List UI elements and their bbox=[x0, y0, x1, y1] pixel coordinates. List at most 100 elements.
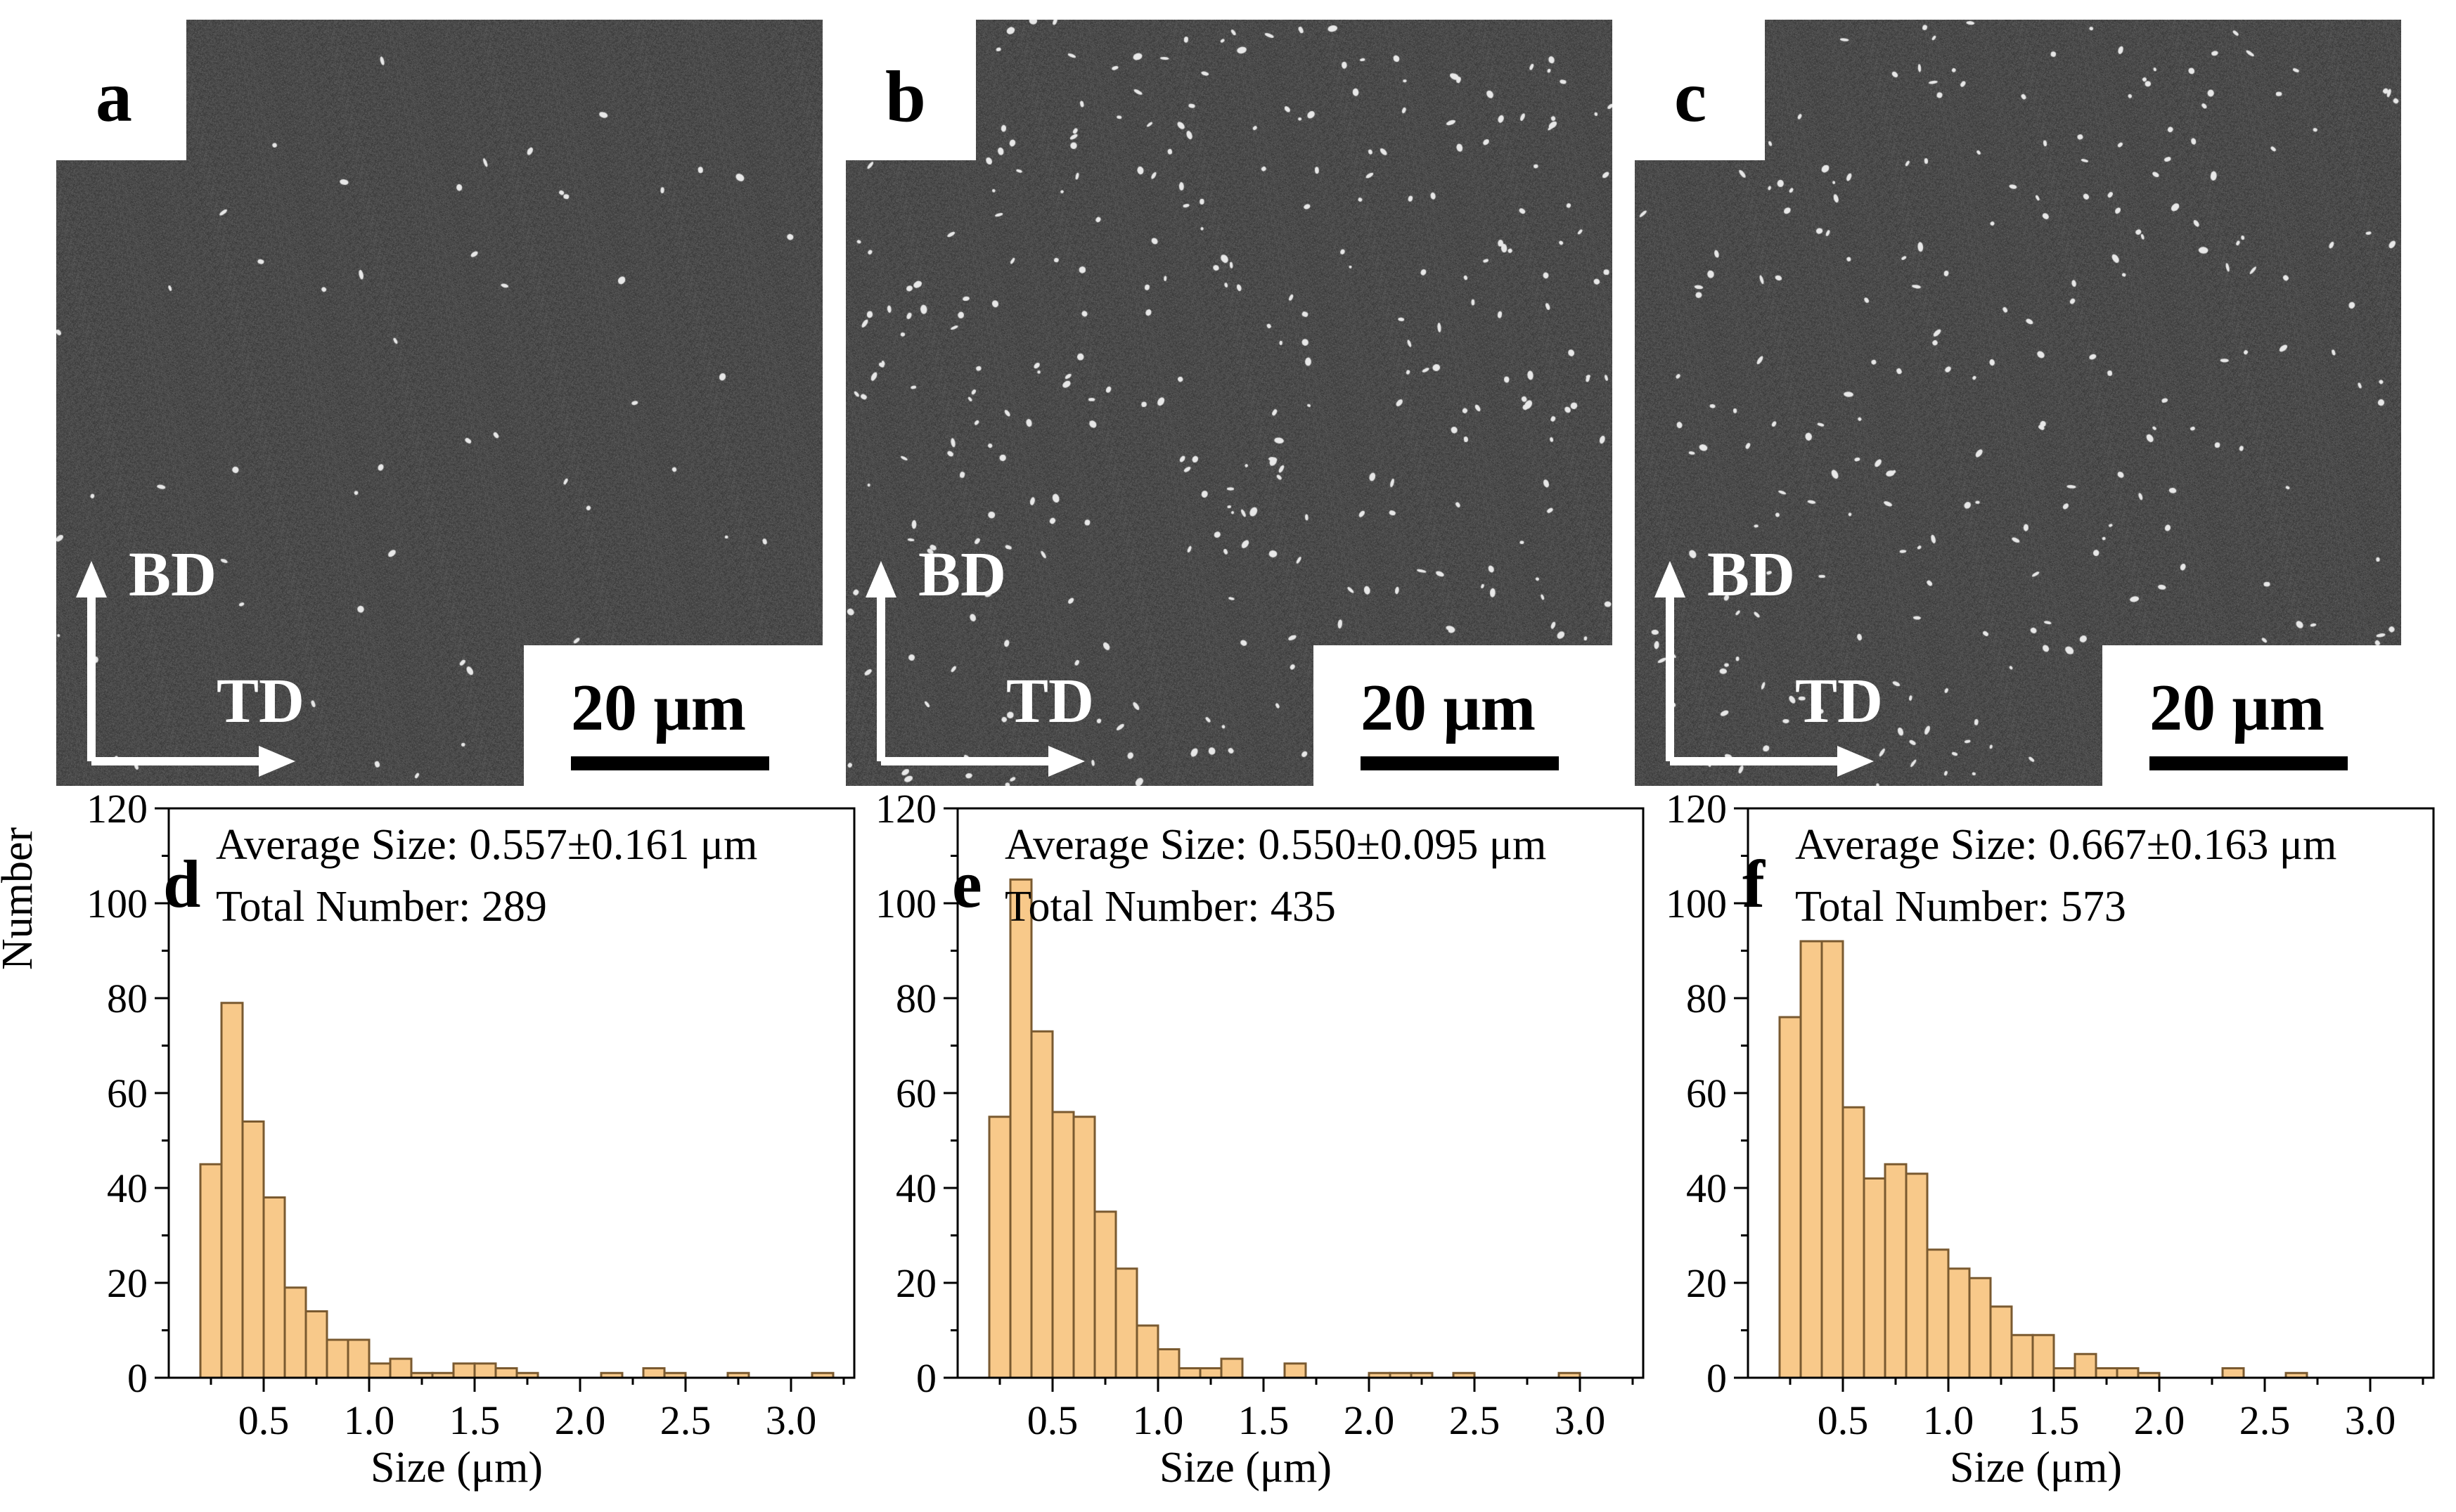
bar bbox=[1820, 940, 1844, 1379]
arrow-up-icon bbox=[866, 561, 896, 597]
y-tick-label: 20 bbox=[107, 1260, 148, 1306]
bar bbox=[368, 1362, 392, 1379]
bar bbox=[494, 1367, 518, 1379]
bar bbox=[326, 1338, 349, 1379]
direction-axes bbox=[76, 561, 295, 777]
y-tick-label: 80 bbox=[1686, 976, 1727, 1021]
bar bbox=[2052, 1367, 2076, 1379]
y-tick-label: 60 bbox=[896, 1071, 937, 1116]
bar bbox=[304, 1310, 328, 1379]
bar bbox=[1989, 1305, 2013, 1379]
bar bbox=[389, 1357, 413, 1379]
bar bbox=[347, 1338, 371, 1379]
average-size-text: Average Size: 0.667±0.163 μm bbox=[1795, 821, 2336, 869]
x-tick-label: 3.0 bbox=[1555, 1397, 1606, 1443]
panel-letter-f: f bbox=[1742, 846, 1766, 922]
x-tick-label: 3.0 bbox=[766, 1397, 817, 1443]
average-size-text: Average Size: 0.557±0.161 μm bbox=[216, 821, 757, 869]
x-tick-label: 2.5 bbox=[660, 1397, 712, 1443]
x-tick-label: 3.0 bbox=[2345, 1397, 2396, 1443]
bar bbox=[2010, 1333, 2034, 1379]
x-tick-label: 1.0 bbox=[1133, 1397, 1184, 1443]
y-tick-label: 40 bbox=[896, 1165, 937, 1211]
bar bbox=[283, 1286, 307, 1379]
y-tick-label: 100 bbox=[875, 881, 937, 926]
sem-image-a: a BD TD 20 μm bbox=[56, 20, 823, 786]
bar bbox=[199, 1163, 223, 1379]
bar bbox=[1157, 1348, 1181, 1379]
bar bbox=[1863, 1177, 1886, 1379]
total-number-text: Total Number: 435 bbox=[1005, 883, 1336, 931]
bar bbox=[642, 1367, 666, 1379]
scale-bar-label: 20 μm bbox=[1361, 671, 1536, 744]
x-tick-label: 2.0 bbox=[2134, 1397, 2185, 1443]
axis-bd-label: BD bbox=[918, 540, 1007, 609]
y-tick-label: 20 bbox=[1686, 1260, 1727, 1306]
bar bbox=[1051, 1111, 1075, 1379]
y-tick-label: 20 bbox=[896, 1260, 937, 1306]
x-tick-label: 1.0 bbox=[1923, 1397, 1974, 1443]
scale-bar-box: 20 μm bbox=[2102, 645, 2401, 786]
axis-bd-label: BD bbox=[129, 540, 217, 609]
bar bbox=[1178, 1367, 1202, 1379]
x-tick-label: 1.5 bbox=[1238, 1397, 1290, 1443]
y-tick-label: 100 bbox=[86, 881, 148, 926]
bar bbox=[1778, 1016, 1802, 1379]
axis-td-label: TD bbox=[1795, 666, 1884, 736]
sem-image-b: b BD TD 20 μm bbox=[846, 20, 1612, 786]
arrow-up-icon bbox=[76, 561, 107, 597]
x-tick-label: 2.5 bbox=[2239, 1397, 2291, 1443]
total-number-text: Total Number: 573 bbox=[1795, 883, 2126, 931]
bar bbox=[988, 1116, 1012, 1379]
axis-td-label: TD bbox=[217, 666, 305, 736]
x-tick-label: 0.5 bbox=[238, 1397, 290, 1443]
arrow-right-icon bbox=[1837, 746, 1874, 777]
panel-label-box: a bbox=[56, 20, 186, 160]
bar bbox=[2074, 1352, 2097, 1379]
bar bbox=[1093, 1210, 1117, 1379]
y-tick-label: 60 bbox=[107, 1071, 148, 1116]
bar bbox=[1841, 1106, 1865, 1379]
y-tick-label: 40 bbox=[107, 1165, 148, 1211]
bar bbox=[473, 1362, 497, 1379]
x-tick-label: 2.0 bbox=[1344, 1397, 1395, 1443]
bar bbox=[2095, 1367, 2119, 1379]
arrow-right-icon bbox=[1048, 746, 1085, 777]
bar bbox=[220, 1002, 244, 1379]
panel-letter-c: c bbox=[1674, 56, 1707, 137]
bar bbox=[2116, 1367, 2140, 1379]
x-axis-label: Size (μm) bbox=[1159, 1444, 1332, 1492]
bar bbox=[1926, 1248, 1950, 1379]
x-tick-label: 0.5 bbox=[1818, 1397, 1869, 1443]
y-tick-label: 100 bbox=[1666, 881, 1727, 926]
average-size-text: Average Size: 0.550±0.095 μm bbox=[1005, 821, 1546, 869]
axis-bd-label: BD bbox=[1707, 540, 1796, 609]
scale-bar bbox=[571, 756, 769, 770]
scale-bar-box: 20 μm bbox=[524, 645, 823, 786]
direction-axes bbox=[866, 561, 1085, 777]
x-tick-label: 2.5 bbox=[1449, 1397, 1500, 1443]
bar bbox=[1030, 1030, 1054, 1379]
x-tick-label: 1.0 bbox=[344, 1397, 395, 1443]
y-tick-label: 80 bbox=[107, 976, 148, 1021]
direction-axes bbox=[1654, 561, 1874, 777]
bar bbox=[1114, 1267, 1138, 1379]
arrow-right-icon bbox=[259, 746, 295, 777]
scale-bar bbox=[2149, 756, 2348, 770]
bar bbox=[241, 1120, 265, 1379]
y-tick-label: 40 bbox=[1686, 1165, 1727, 1211]
x-tick-label: 1.5 bbox=[2029, 1397, 2080, 1443]
bar bbox=[452, 1362, 476, 1379]
y-tick-label: 0 bbox=[1706, 1355, 1727, 1401]
histogram-d: 0 20 40 60 80 100 120 0.5 1.0 1.5 2.0 2.5 3.0 Size (μ… bbox=[86, 786, 856, 1492]
scale-bar-box: 20 μm bbox=[1313, 645, 1612, 786]
arrow-up-icon bbox=[1654, 561, 1685, 597]
bar bbox=[1947, 1267, 1971, 1379]
y-tick-label: 120 bbox=[875, 786, 937, 832]
y-tick-label: 60 bbox=[1686, 1071, 1727, 1116]
bar bbox=[1283, 1362, 1307, 1379]
panel-label-box: c bbox=[1635, 20, 1765, 160]
x-tick-label: 0.5 bbox=[1027, 1397, 1079, 1443]
y-tick-label: 80 bbox=[896, 976, 937, 1021]
